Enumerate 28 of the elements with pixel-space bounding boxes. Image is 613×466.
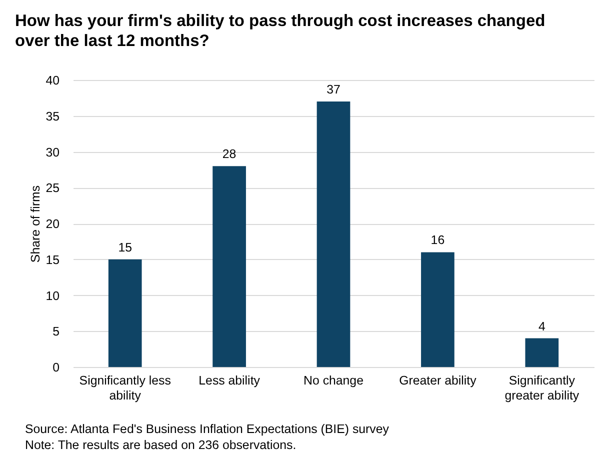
text: Note: The results are based on 236 observations. [25, 437, 298, 453]
data-label: 4 [538, 319, 546, 334]
y-tick-label: 25 [46, 181, 60, 196]
bar [212, 166, 246, 367]
y-tick-label: 5 [52, 324, 60, 339]
y-tick-label: 35 [46, 109, 60, 124]
y-tick-label: 15 [46, 252, 60, 267]
y-tick-label: 10 [46, 288, 60, 303]
bar [421, 252, 454, 367]
x-tick-label: Significantly less ability [79, 374, 171, 402]
x-tick-label: Significantly greater ability [504, 374, 580, 402]
bar [316, 102, 350, 367]
y-tick-label: 0 [52, 360, 60, 374]
x-tick-label: Greater ability [399, 374, 478, 388]
source-note: Source: Atlanta Fed's Business Inflation Expectations (BIE) survey [25, 421, 389, 437]
bar [108, 259, 142, 367]
x-tick-label: No change [304, 374, 364, 388]
data-label: 16 [430, 233, 445, 248]
chart-title: How has your firm's ability to pass through cost increases changed over the last 12 months? [15, 11, 546, 51]
bar [525, 338, 559, 367]
y-tick-label: 40 [46, 74, 60, 88]
data-label: 37 [326, 82, 340, 97]
data-label: 28 [222, 147, 236, 162]
y-tick-label: 30 [46, 145, 60, 160]
y-axis-title: Share of firms [28, 185, 43, 263]
data-label: 15 [118, 240, 132, 254]
y-tick-label: 20 [46, 217, 60, 231]
x-tick-label: Less ability [198, 374, 261, 388]
